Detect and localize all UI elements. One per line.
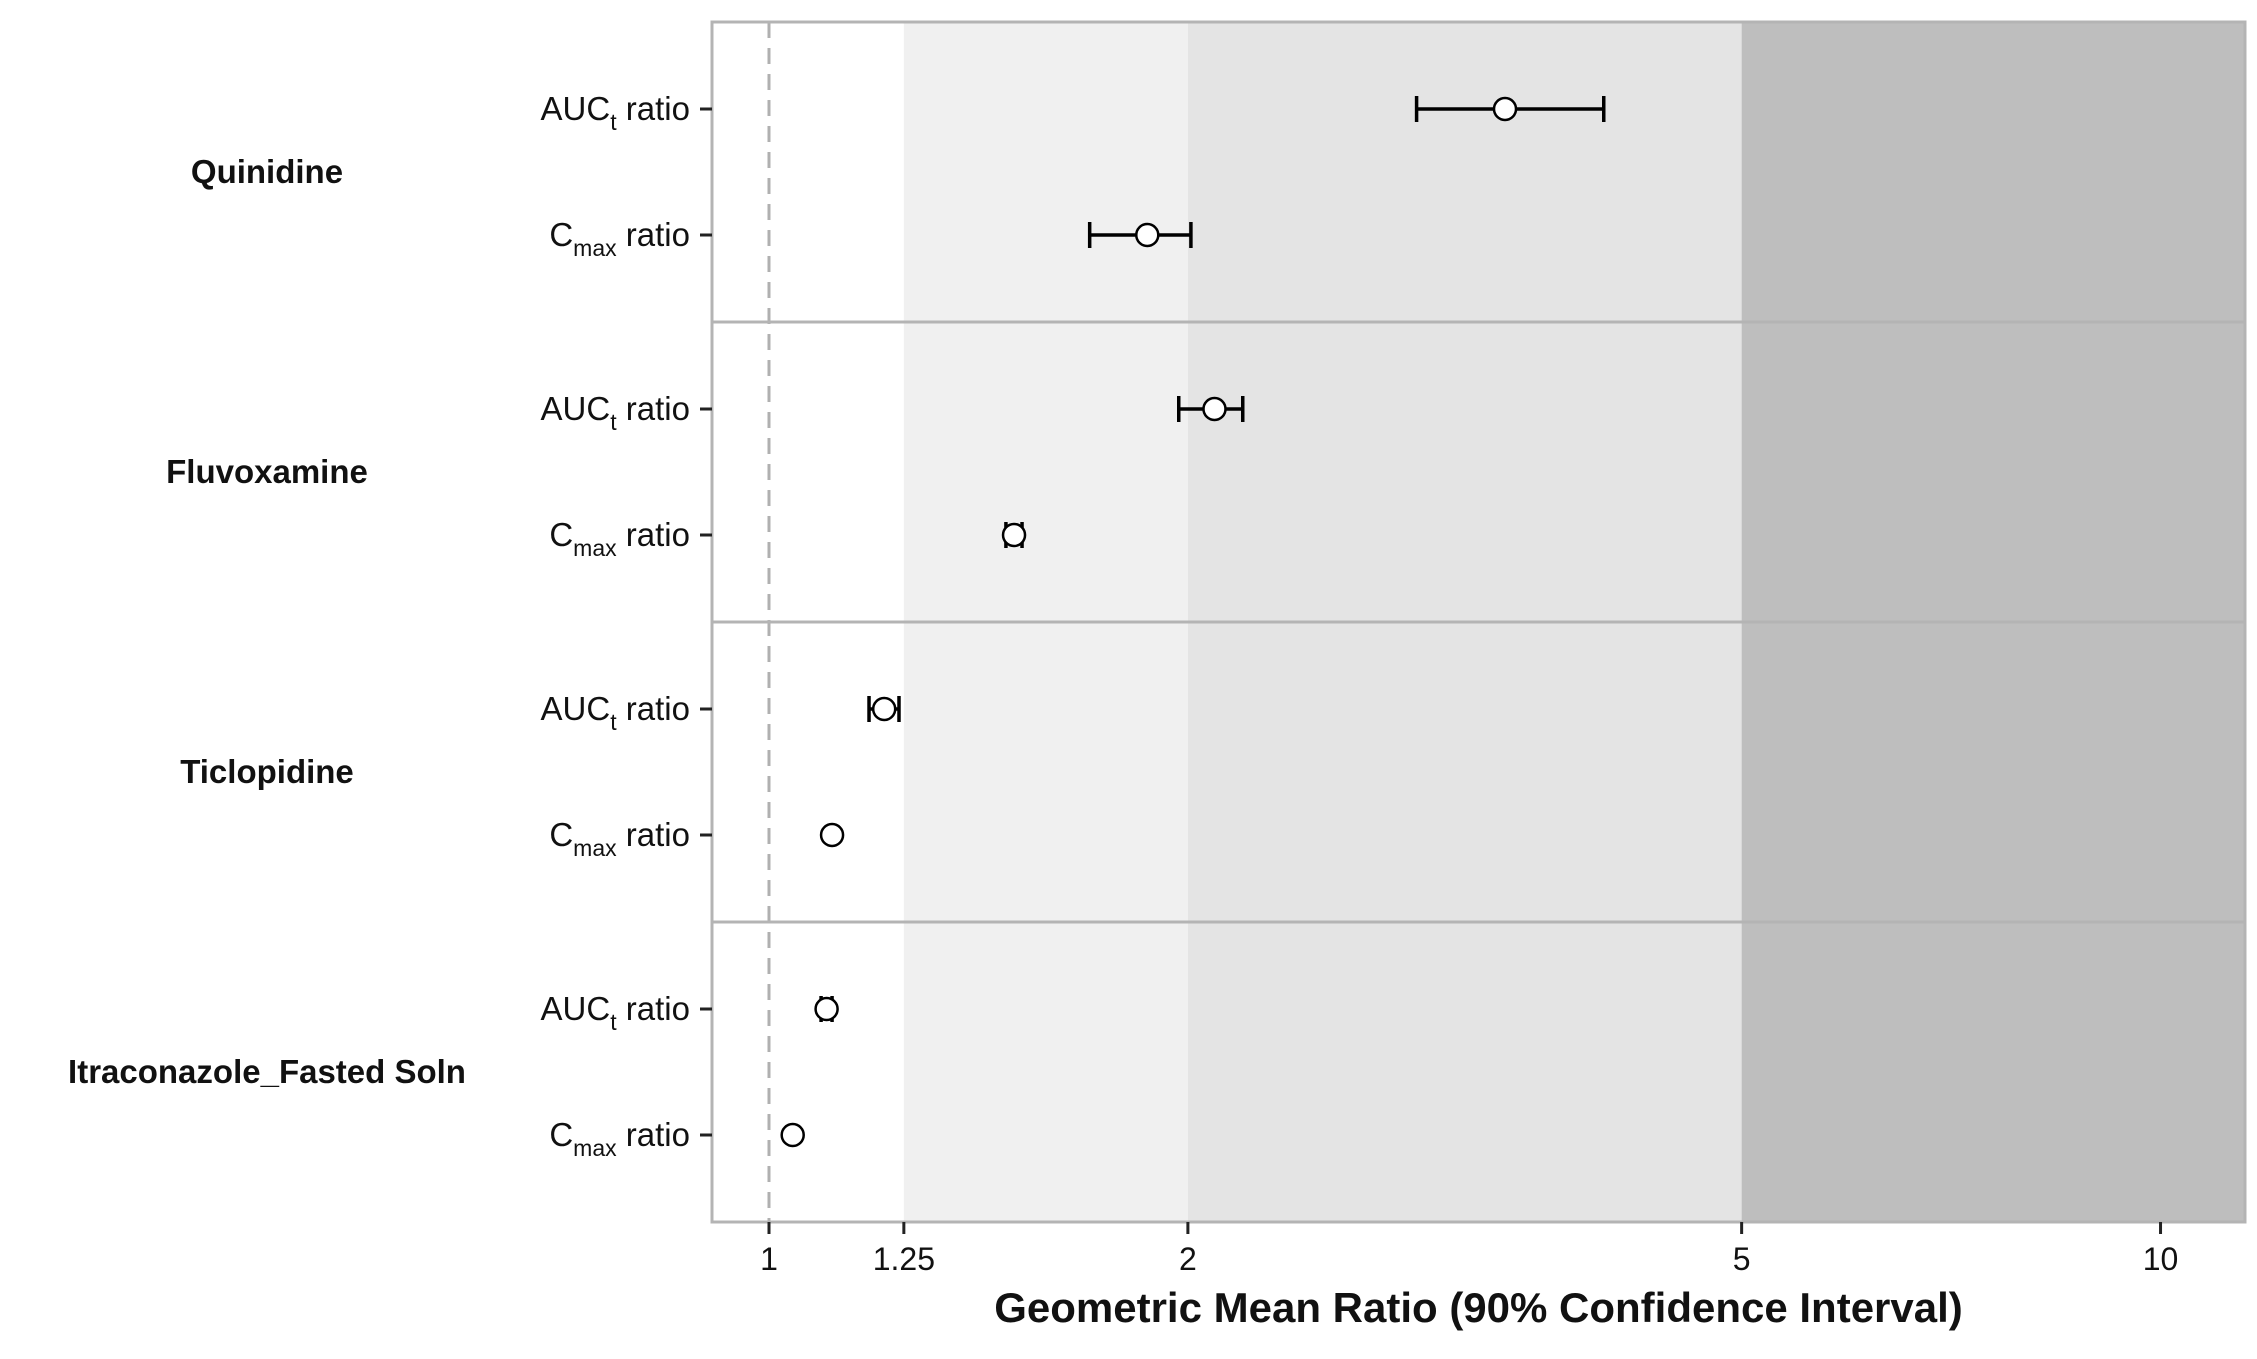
gmr-point — [780, 1122, 805, 1148]
x-tick-label: 1.25 — [873, 1241, 935, 1277]
row-label: Cmax ratio — [549, 1116, 690, 1161]
gmr-point — [1001, 522, 1027, 548]
row-label: AUCt ratio — [541, 690, 690, 735]
x-axis-title: Geometric Mean Ratio (90% Confidence Int… — [994, 1284, 1963, 1331]
x-tick-label: 2 — [1179, 1241, 1197, 1277]
row-label: AUCt ratio — [541, 390, 690, 435]
gmr-point — [1202, 396, 1227, 422]
x-axis: 1 1.25 2 5 10 — [760, 1222, 2178, 1277]
x-tick-label: 1 — [760, 1241, 778, 1277]
group-label: Ticlopidine — [180, 753, 354, 790]
x-tick-label: 5 — [1733, 1241, 1751, 1277]
row-label: Cmax ratio — [549, 216, 690, 261]
gmr-point — [814, 996, 839, 1022]
group-label: Itraconazole_Fasted Soln — [68, 1053, 466, 1090]
gmr-point — [1135, 222, 1160, 248]
gmr-point — [871, 696, 897, 722]
gmr-point — [819, 822, 845, 848]
row-label: AUCt ratio — [541, 90, 690, 135]
x-tick-label: 10 — [2143, 1241, 2179, 1277]
plot-frame — [710, 20, 2247, 1224]
group-label: Fluvoxamine — [166, 453, 368, 490]
data-marks — [780, 96, 1606, 1148]
row-label: AUCt ratio — [541, 990, 690, 1035]
row-label: Cmax ratio — [549, 816, 690, 861]
group-panels — [710, 20, 2247, 1224]
y-axis: Quinidine AUCt ratio Cmax ratio Fluvoxamine… — [68, 90, 712, 1161]
row-label: Cmax ratio — [549, 516, 690, 561]
gmr-point — [1492, 96, 1518, 122]
group-label: Quinidine — [191, 153, 343, 190]
